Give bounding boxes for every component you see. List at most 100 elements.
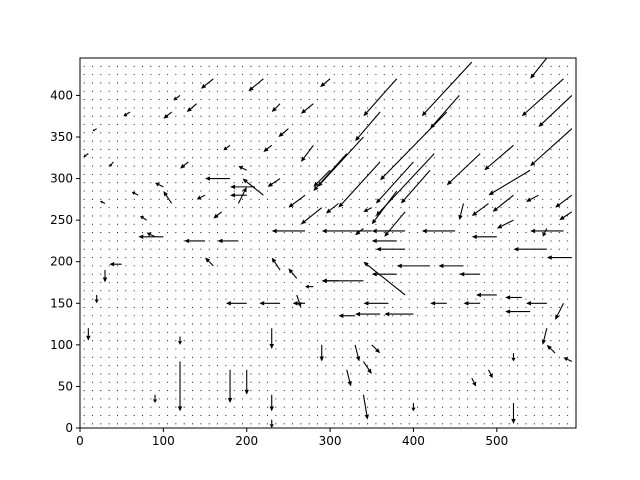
grid-dot bbox=[225, 390, 227, 392]
grid-dot bbox=[267, 215, 269, 217]
grid-dot bbox=[250, 365, 252, 367]
grid-dot bbox=[525, 132, 527, 134]
grid-dot bbox=[333, 423, 335, 425]
grid-dot bbox=[392, 223, 394, 225]
grid-dot bbox=[400, 165, 402, 167]
grid-dot bbox=[125, 223, 127, 225]
grid-dot bbox=[525, 148, 527, 151]
grid-dot bbox=[350, 273, 352, 275]
grid-dot bbox=[483, 173, 485, 175]
grid-dot bbox=[375, 99, 377, 101]
arrow-head bbox=[511, 418, 516, 424]
grid-dot bbox=[300, 348, 302, 350]
grid-dot bbox=[342, 248, 344, 250]
grid-dot bbox=[367, 107, 369, 109]
grid-dot bbox=[492, 74, 494, 76]
grid-dot bbox=[542, 331, 544, 333]
grid-dot bbox=[258, 223, 260, 225]
grid-dot bbox=[250, 340, 252, 342]
grid-dot bbox=[433, 331, 435, 333]
grid-dot bbox=[550, 265, 552, 267]
grid-dot bbox=[400, 257, 402, 259]
grid-dot bbox=[375, 315, 377, 317]
grid-dot bbox=[91, 148, 94, 151]
grid-dot bbox=[108, 315, 110, 317]
grid-dot bbox=[442, 165, 444, 167]
grid-dot bbox=[183, 115, 185, 117]
grid-dot bbox=[525, 290, 527, 292]
grid-dot bbox=[108, 290, 110, 292]
grid-dot bbox=[450, 107, 452, 109]
grid-dot bbox=[425, 182, 427, 184]
grid-dot bbox=[116, 281, 119, 284]
grid-dot bbox=[567, 331, 569, 333]
grid-dot bbox=[567, 265, 569, 267]
grid-dot bbox=[458, 423, 460, 425]
grid-dot bbox=[483, 281, 485, 284]
grid-dot bbox=[116, 257, 119, 259]
vector-arrow bbox=[563, 357, 573, 362]
grid-dot bbox=[83, 265, 85, 267]
grid-dot bbox=[133, 265, 135, 267]
grid-dot bbox=[517, 148, 519, 151]
grid-dot bbox=[500, 331, 502, 333]
grid-dot bbox=[492, 257, 494, 259]
grid-dot bbox=[158, 140, 160, 142]
grid-dot bbox=[442, 390, 444, 392]
grid-dot bbox=[191, 281, 194, 284]
grid-dot bbox=[141, 190, 144, 192]
grid-dot bbox=[383, 390, 385, 392]
arrow-head bbox=[347, 381, 352, 387]
grid-dot bbox=[483, 157, 485, 159]
grid-dot bbox=[233, 190, 235, 192]
grid-dot bbox=[242, 356, 244, 358]
grid-dot bbox=[150, 190, 152, 192]
grid-dot bbox=[567, 140, 569, 142]
grid-dot bbox=[200, 74, 202, 76]
arrow-head bbox=[530, 73, 535, 79]
grid-dot bbox=[175, 265, 177, 267]
grid-dot bbox=[442, 240, 444, 242]
grid-dot bbox=[417, 248, 419, 250]
grid-dot bbox=[83, 123, 85, 126]
arrow-shaft bbox=[424, 61, 473, 113]
grid-dot bbox=[333, 232, 335, 234]
grid-dot bbox=[492, 232, 494, 234]
grid-dot bbox=[267, 398, 269, 400]
grid-dot bbox=[175, 165, 177, 167]
grid-dot bbox=[517, 257, 519, 259]
grid-dot bbox=[275, 148, 277, 151]
grid-dot bbox=[175, 115, 177, 117]
grid-dot bbox=[216, 306, 219, 308]
grid-dot bbox=[208, 65, 210, 67]
grid-dot bbox=[83, 398, 85, 400]
grid-dot bbox=[242, 223, 244, 225]
grid-dot bbox=[225, 223, 227, 225]
grid-dot bbox=[558, 207, 560, 209]
vector-arrow bbox=[511, 403, 516, 424]
grid-dot bbox=[283, 281, 285, 284]
grid-dot bbox=[442, 173, 444, 175]
grid-dot bbox=[467, 423, 469, 425]
grid-dot bbox=[450, 406, 452, 408]
grid-dot bbox=[383, 331, 385, 333]
grid-dot bbox=[283, 340, 285, 342]
grid-dot bbox=[125, 398, 127, 400]
grid-dot bbox=[525, 90, 527, 92]
grid-dot bbox=[191, 365, 194, 367]
grid-dot bbox=[191, 165, 194, 167]
grid-dot bbox=[467, 232, 469, 234]
grid-dot bbox=[133, 123, 135, 126]
grid-dot bbox=[83, 390, 85, 392]
grid-dot bbox=[83, 198, 85, 200]
grid-dot bbox=[308, 74, 310, 76]
grid-dot bbox=[417, 223, 419, 225]
grid-dot bbox=[367, 406, 369, 408]
grid-dot bbox=[433, 323, 435, 325]
grid-dot bbox=[83, 240, 85, 242]
grid-dot bbox=[433, 82, 435, 84]
grid-dot bbox=[100, 257, 102, 259]
grid-dot bbox=[558, 173, 560, 175]
grid-dot bbox=[442, 157, 444, 159]
grid-dot bbox=[225, 140, 227, 142]
